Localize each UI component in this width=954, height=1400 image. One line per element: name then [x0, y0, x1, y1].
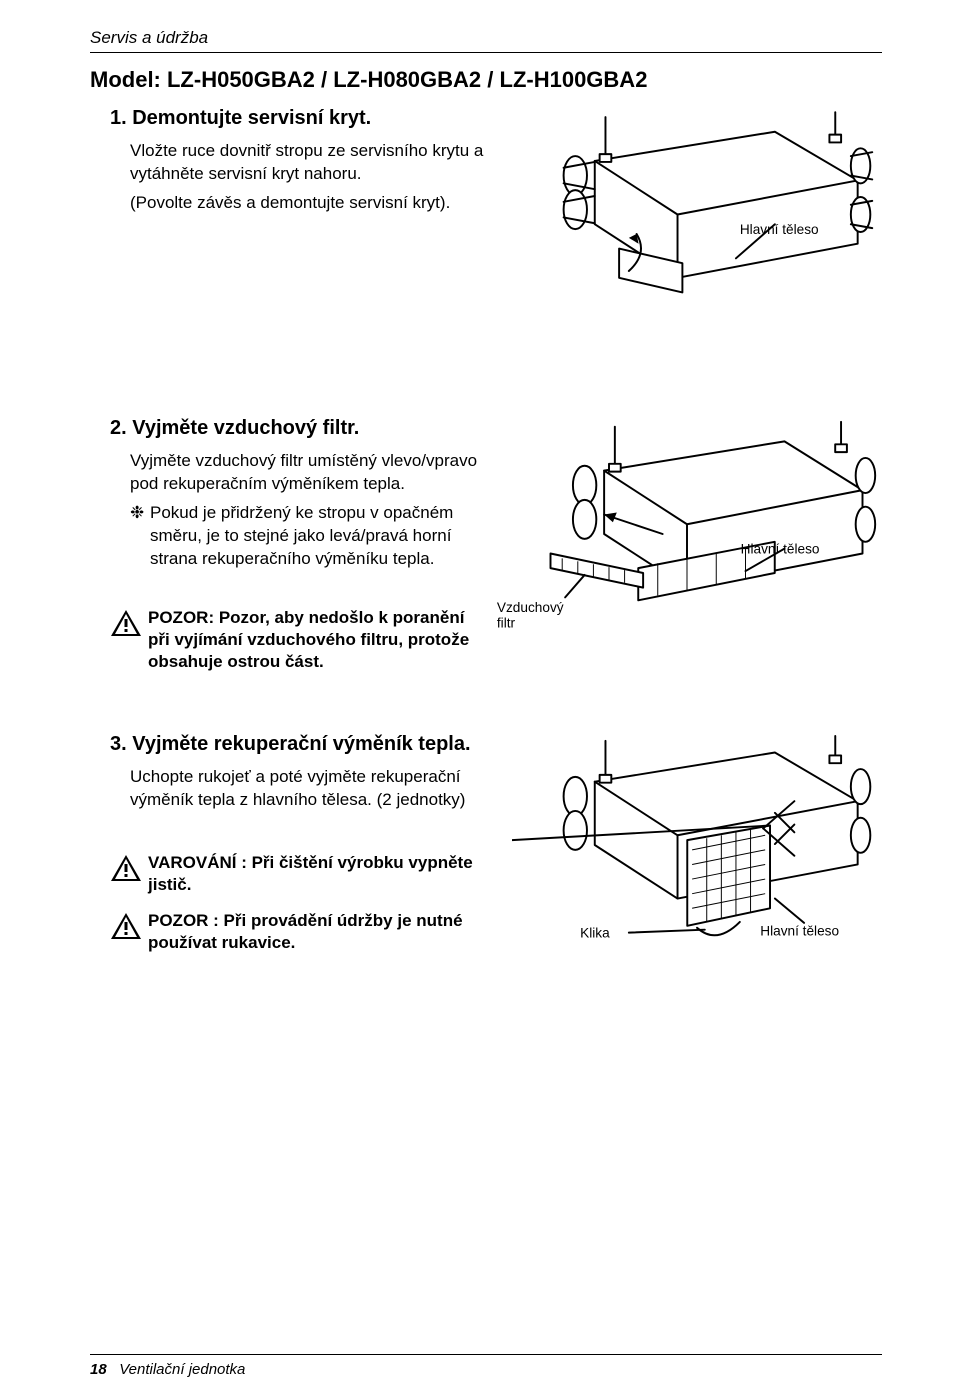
- step3-fig-handle-label: Klika: [580, 925, 610, 940]
- warning-triangle-icon: [110, 912, 142, 940]
- step1-figure: Hlavní těleso: [512, 107, 882, 322]
- step2-caution-text: POZOR: Pozor, aby nedošlo k poranění při…: [148, 607, 482, 673]
- step2-title: 2. Vyjměte vzduchový filtr.: [110, 417, 482, 440]
- running-header: Servis a údržba: [90, 28, 882, 48]
- rule-top: [90, 52, 882, 53]
- step3-title: 3. Vyjměte rekuperační výměník tepla.: [110, 733, 502, 756]
- model-title: Model: LZ-H050GBA2 / LZ-H080GBA2 / LZ-H1…: [90, 67, 882, 93]
- step2-bullet-text: Pokud je přidržený ke stropu v opačném s…: [150, 502, 482, 571]
- step-3: 3. Vyjměte rekuperační výměník tepla. Uc…: [90, 733, 882, 962]
- step2-fig-body-label: Hlavní těleso: [741, 542, 820, 557]
- doc-title-footer: Ventilační jednotka: [119, 1361, 245, 1378]
- step2-para1: Vyjměte vzduchový filtr umístěný vlevo/v…: [110, 450, 482, 496]
- warning-triangle-icon: [110, 854, 142, 882]
- step1-fig-label: Hlavní těleso: [740, 222, 819, 237]
- step1-para1: Vložte ruce dovnitř stropu ze servisního…: [110, 140, 502, 186]
- step2-figure: Hlavní těleso Vzduchový filtr: [492, 417, 882, 651]
- step2-fig-filter-label-1: Vzduchový: [497, 600, 564, 615]
- step-1: 1. Demontujte servisní kryt. Vložte ruce…: [90, 107, 882, 327]
- step3-caution-text: POZOR : Při provádění údržby je nutné po…: [148, 910, 502, 954]
- step2-caution: POZOR: Pozor, aby nedošlo k poranění při…: [110, 607, 482, 673]
- step3-fig-body-label: Hlavní těleso: [760, 924, 839, 939]
- rule-bottom: [90, 1354, 882, 1355]
- step3-para1: Uchopte rukojeť a poté vyjměte rekuperač…: [110, 766, 502, 812]
- warning-triangle-icon: [110, 609, 142, 637]
- page-number: 18: [90, 1361, 107, 1378]
- step3-warning: VAROVÁNÍ : Při čištění výrobku vypněte j…: [110, 852, 502, 896]
- snowflake-bullet-icon: ❉: [130, 502, 150, 571]
- step-2: 2. Vyjměte vzduchový filtr. Vyjměte vzdu…: [90, 417, 882, 673]
- step3-figure: Klika Hlavní těleso: [512, 733, 882, 957]
- step3-warning-text: VAROVÁNÍ : Při čištění výrobku vypněte j…: [148, 852, 502, 896]
- page-footer: 18 Ventilační jednotka: [90, 1354, 882, 1378]
- step1-title: 1. Demontujte servisní kryt.: [110, 107, 502, 130]
- step2-fig-filter-label-2: filtr: [497, 616, 516, 631]
- step3-caution: POZOR : Při provádění údržby je nutné po…: [110, 910, 502, 954]
- step1-para2: (Povolte závěs a demontujte servisní kry…: [110, 192, 502, 215]
- step2-bullet: ❉ Pokud je přidržený ke stropu v opačném…: [110, 502, 482, 571]
